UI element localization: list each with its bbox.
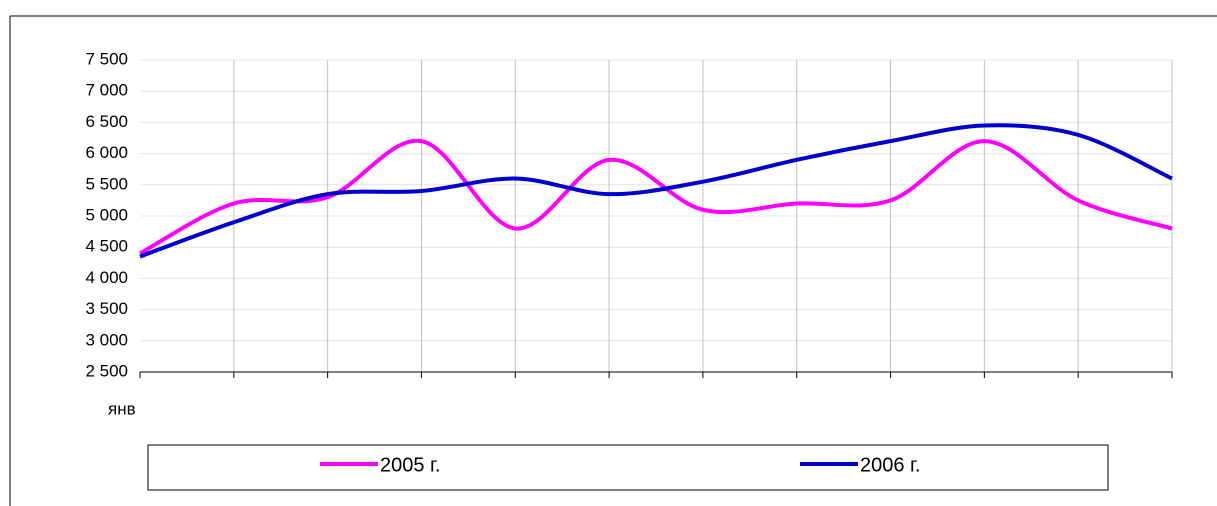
y-tick-label: 4 000 bbox=[85, 268, 128, 287]
y-tick-label: 4 500 bbox=[85, 237, 128, 256]
y-tick-label: 2 500 bbox=[85, 361, 128, 380]
legend-text: 2005 г. bbox=[380, 454, 440, 476]
y-tick-label: 6 500 bbox=[85, 112, 128, 131]
y-tick-label: 7 000 bbox=[85, 81, 128, 100]
y-tick-label: 5 500 bbox=[85, 174, 128, 193]
legend-box bbox=[147, 444, 1109, 491]
y-tick-label: 5 000 bbox=[85, 205, 128, 224]
y-tick-label: 3 500 bbox=[85, 299, 128, 318]
series-line bbox=[139, 123, 1173, 259]
x-tick-label: янв bbox=[108, 399, 136, 418]
y-tick-label: 3 000 bbox=[85, 330, 128, 349]
y-tick-label: 7 500 bbox=[85, 49, 128, 68]
legend-text: 2006 г. bbox=[860, 454, 920, 476]
y-tick-label: 6 000 bbox=[85, 143, 128, 162]
series-line bbox=[139, 138, 1173, 256]
